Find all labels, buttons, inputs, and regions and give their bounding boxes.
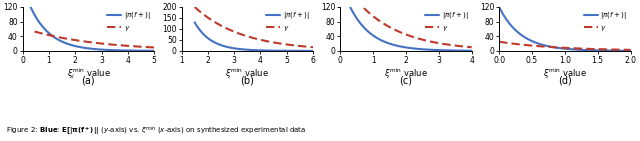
$|\pi(f+)|$ xyxy=(465,50,473,52)
$|\pi(f+)|$ xyxy=(150,50,158,52)
Text: (b): (b) xyxy=(240,75,254,85)
$|\pi(f+)|$ xyxy=(307,50,314,52)
$\gamma$ xyxy=(88,42,96,43)
X-axis label: $\xi^{\mathrm{min}}$ value: $\xi^{\mathrm{min}}$ value xyxy=(225,66,269,81)
Legend: $|\pi(f+)|$, $\gamma$: $|\pi(f+)|$, $\gamma$ xyxy=(106,9,152,34)
$|\pi(f+)|$ xyxy=(495,6,503,8)
$|\pi(f+)|$ xyxy=(86,48,94,49)
X-axis label: $\xi_i^{\mathrm{min}}$ value: $\xi_i^{\mathrm{min}}$ value xyxy=(67,66,110,81)
$\gamma$ xyxy=(468,46,476,48)
Text: (a): (a) xyxy=(82,75,95,85)
$|\pi(f+)|$ xyxy=(468,50,476,52)
$|\pi(f+)|$ xyxy=(623,50,631,52)
$|\pi(f+)|$ xyxy=(128,50,136,51)
$|\pi(f+)|$ xyxy=(191,21,198,23)
$|\pi(f+)|$ xyxy=(255,49,262,51)
Line: $\gamma$: $\gamma$ xyxy=(350,0,472,47)
$|\pi(f+)|$ xyxy=(100,49,108,51)
$\gamma$ xyxy=(627,49,634,51)
$|\pi(f+)|$ xyxy=(288,50,296,52)
$|\pi(f+)|$ xyxy=(346,6,354,8)
Line: $|\pi(f+)|$: $|\pi(f+)|$ xyxy=(350,7,472,51)
$\gamma$ xyxy=(566,47,574,49)
$|\pi(f+)|$ xyxy=(147,50,155,52)
$\gamma$ xyxy=(191,6,198,8)
$\gamma$ xyxy=(95,42,103,44)
$|\pi(f+)|$ xyxy=(412,48,420,49)
Legend: $|\pi(f+)|$, $\gamma$: $|\pi(f+)|$, $\gamma$ xyxy=(265,9,311,34)
$\gamma$ xyxy=(309,46,317,48)
Line: $|\pi(f+)|$: $|\pi(f+)|$ xyxy=(31,7,154,51)
$\gamma$ xyxy=(261,40,269,42)
$\gamma$ xyxy=(559,47,566,49)
$|\pi(f+)|$ xyxy=(309,50,317,52)
$\gamma$ xyxy=(404,34,412,36)
$|\pi(f+)|$ xyxy=(404,47,412,49)
$\gamma$ xyxy=(248,37,255,38)
$|\pi(f+)|$ xyxy=(446,50,454,51)
$\gamma$ xyxy=(557,47,565,49)
Line: $|\pi(f+)|$: $|\pi(f+)|$ xyxy=(195,22,313,51)
$|\pi(f+)|$ xyxy=(27,6,35,8)
$\gamma$ xyxy=(255,38,262,40)
$\gamma$ xyxy=(404,35,412,36)
X-axis label: $\xi^{\mathrm{min}}$ value: $\xi^{\mathrm{min}}$ value xyxy=(384,66,428,81)
$\gamma$ xyxy=(573,48,581,49)
$\gamma$ xyxy=(150,47,158,48)
Legend: $|\pi(f+)|$, $\gamma$: $|\pi(f+)|$, $\gamma$ xyxy=(424,9,470,34)
$\gamma$ xyxy=(102,43,109,45)
$\gamma$ xyxy=(603,49,611,50)
$\gamma$ xyxy=(419,39,426,40)
$|\pi(f+)|$ xyxy=(248,49,255,51)
$|\pi(f+)|$ xyxy=(247,49,255,51)
$\gamma$ xyxy=(88,41,95,43)
Text: Figure 2: $\bf{Blue}$: $\bf{E}[|\pi(f^+)||$ ($y$-axis) vs. $\xi^{min}$ ($x$-axis: Figure 2: $\bf{Blue}$: $\bf{E}[|\pi(f^+)… xyxy=(6,125,307,138)
$|\pi(f+)|$ xyxy=(573,49,581,50)
$|\pi(f+)|$ xyxy=(261,50,269,51)
$\gamma$ xyxy=(465,46,473,48)
Legend: $|\pi(f+)|$, $\gamma$: $|\pi(f+)|$, $\gamma$ xyxy=(582,9,628,34)
$|\pi(f+)|$ xyxy=(85,48,93,49)
Line: $\gamma$: $\gamma$ xyxy=(35,31,154,48)
$\gamma$ xyxy=(495,41,503,43)
$\gamma$ xyxy=(147,47,155,48)
Line: $\gamma$: $\gamma$ xyxy=(499,42,630,50)
$|\pi(f+)|$ xyxy=(559,48,566,49)
$|\pi(f+)|$ xyxy=(93,49,101,50)
Line: $\gamma$: $\gamma$ xyxy=(195,7,313,47)
$|\pi(f+)|$ xyxy=(419,49,426,50)
Text: (c): (c) xyxy=(399,75,413,85)
$|\pi(f+)|$ xyxy=(404,47,412,49)
$\gamma$ xyxy=(307,46,314,48)
X-axis label: $\xi^{\mathrm{min}}$ value: $\xi^{\mathrm{min}}$ value xyxy=(543,66,587,81)
$|\pi(f+)|$ xyxy=(557,48,565,49)
$\gamma$ xyxy=(288,44,296,46)
$\gamma$ xyxy=(31,31,38,32)
$\gamma$ xyxy=(247,37,255,38)
Text: (d): (d) xyxy=(558,75,572,85)
$|\pi(f+)|$ xyxy=(603,50,611,51)
$|\pi(f+)|$ xyxy=(566,48,574,50)
Line: $|\pi(f+)|$: $|\pi(f+)|$ xyxy=(499,7,630,51)
$\gamma$ xyxy=(446,44,454,46)
$\gamma$ xyxy=(623,49,631,51)
$\gamma$ xyxy=(129,45,136,47)
$\gamma$ xyxy=(412,37,420,39)
$|\pi(f+)|$ xyxy=(627,50,634,52)
